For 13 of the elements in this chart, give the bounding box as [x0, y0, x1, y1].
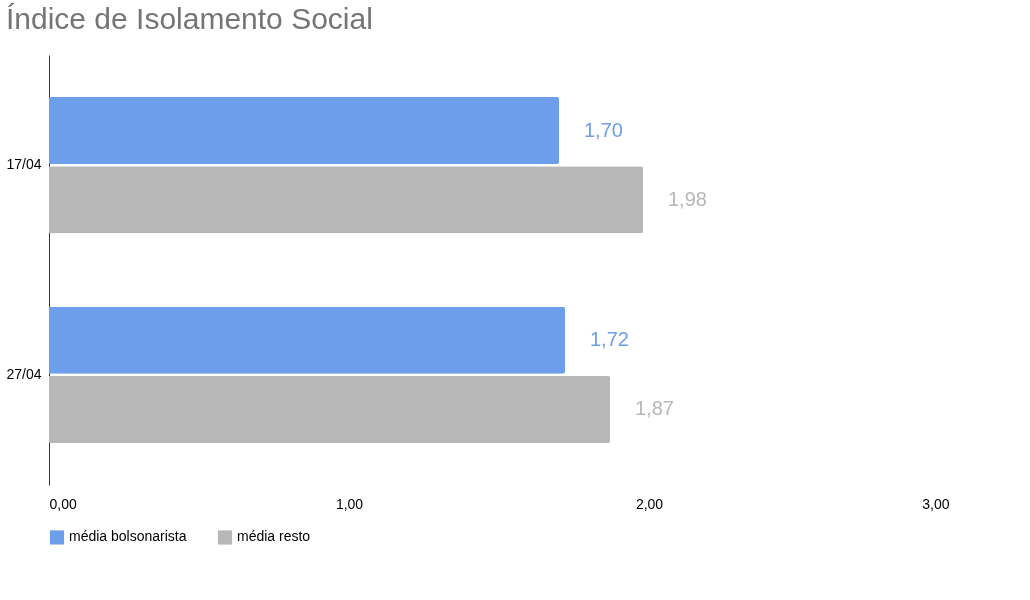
chart-title: Índice de Isolamento Social: [5, 2, 373, 35]
x-tick-label: 0,00: [49, 495, 77, 512]
y-tick-label: 17/04: [6, 156, 42, 173]
y-tick-label: 27/04: [6, 365, 42, 382]
x-tick-label: 1,00: [335, 495, 364, 512]
data-label: 1,87: [635, 397, 674, 420]
data-label: 1,72: [590, 328, 629, 351]
legend-label: média resto: [237, 528, 311, 545]
x-tick-label: 3,00: [922, 495, 950, 512]
x-tick-label: 2,00: [635, 495, 664, 512]
data-label: 1,98: [668, 187, 707, 210]
data-label: 1,70: [584, 118, 623, 141]
legend-label: média bolsonarista: [69, 528, 187, 545]
